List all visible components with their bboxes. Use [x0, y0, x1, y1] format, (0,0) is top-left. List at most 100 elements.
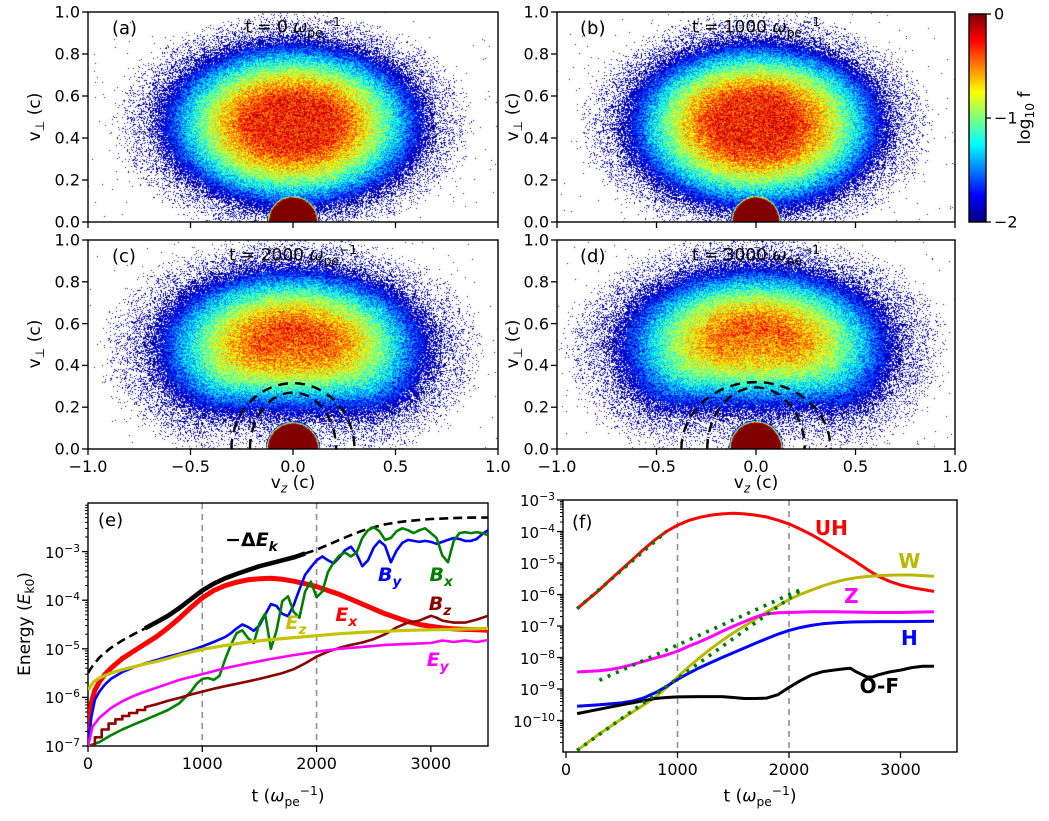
- series-e-Bz: [88, 614, 488, 746]
- a-ytick-label: 1.0: [54, 2, 80, 22]
- f-curve-label-UH: UH: [814, 515, 848, 540]
- c-ytick-label: 0.6: [54, 314, 80, 334]
- c-xtick-label: 0.5: [382, 457, 409, 476]
- time-axis-label-e: t (ωpe−1): [251, 784, 325, 810]
- f-ytick-label: 10−5: [519, 553, 555, 573]
- e-ytick-label: 10−4: [44, 590, 80, 611]
- c-xtick-label: −1.0: [68, 457, 108, 476]
- scatter-panel-b: [557, 12, 955, 222]
- series-e--dEk: [88, 516, 488, 674]
- series-e-Ex: [88, 575, 488, 732]
- a-ytick-label: 0.0: [54, 212, 80, 232]
- f-curve-label-H: H: [901, 625, 918, 650]
- a-ytick-label: 0.8: [54, 44, 80, 64]
- series-e-Ey: [88, 638, 488, 746]
- d-ytick-label: 1.0: [523, 230, 549, 250]
- time-axis-label-f: t (ωpe−1): [723, 784, 797, 810]
- f-curve-label-W: W: [898, 549, 921, 574]
- series-f-O-F: [576, 664, 934, 716]
- f-ytick-label: 10−3: [519, 490, 555, 510]
- c-ytick-label: 0.8: [54, 272, 80, 292]
- series-f-W: [576, 573, 935, 752]
- panel-letter-a: (a): [112, 18, 138, 39]
- panel-letter-d: (d): [580, 246, 606, 267]
- panel-title-d: t = 3000 ωpe−1: [692, 243, 820, 269]
- e-curve-label-E: Ez: [285, 611, 307, 638]
- e-xtick-label: 3000: [410, 754, 452, 773]
- e-curve-label-E: −ΔEk: [225, 528, 278, 555]
- panel-letter-b: (b): [580, 18, 606, 39]
- a-ytick-label: 0.4: [54, 128, 80, 148]
- c-ytick-label: 0.4: [54, 355, 80, 375]
- series-e--dEk-solid: [143, 551, 306, 631]
- f-xtick-label: 3000: [880, 760, 921, 779]
- b-ytick-label: 1.0: [523, 2, 549, 22]
- e-curve-label-B: Bz: [428, 593, 452, 619]
- e-ytick-label: 10−6: [44, 687, 80, 708]
- f-xtick-label: 2000: [768, 760, 810, 779]
- vz-axis-label-c: vz (c): [270, 473, 316, 496]
- b-ytick-label: 0.6: [523, 86, 549, 106]
- panel-letter-f: (f): [572, 512, 593, 533]
- e-xtick-label: 0: [82, 754, 94, 773]
- series-e-By: [88, 529, 488, 746]
- d-xtick-label: 1.0: [942, 457, 968, 476]
- a-ytick-label: 0.6: [54, 86, 80, 106]
- panel-letter-c: (c): [112, 246, 136, 267]
- c-xtick-label: −0.5: [171, 457, 210, 476]
- panel-title-a: t = 0 ωpe−1: [245, 15, 341, 41]
- d-ytick-label: 0.4: [523, 355, 549, 375]
- series-f-H: [576, 619, 935, 708]
- c-xtick-label: 0.0: [280, 457, 306, 476]
- energy-axis-label: Energy (Ek0): [14, 572, 38, 676]
- vperp-axis-label-a: v⊥ (c): [24, 92, 48, 142]
- panel-title-b: t = 1000 ωpe−1: [692, 15, 820, 41]
- b-ytick-label: 0.4: [523, 128, 549, 148]
- f-ytick-label: 10−7: [519, 616, 555, 636]
- e-curve-label-B: By: [378, 563, 402, 590]
- scatter-panel-a: [88, 12, 498, 222]
- e-xtick-label: 1000: [181, 754, 223, 773]
- series-f-fit-UH: [575, 530, 668, 611]
- f-ytick-label: 10−9: [519, 679, 555, 699]
- f-ytick-label: 10−6: [519, 584, 555, 605]
- e-ytick-label: 10−7: [44, 736, 80, 756]
- d-ytick-label: 0.2: [523, 397, 549, 417]
- b-ytick-label: 0.2: [523, 170, 549, 190]
- d-ytick-label: 0.0: [523, 439, 549, 459]
- vz-axis-label-d: vz (c): [733, 473, 779, 496]
- series-e-Ez: [88, 626, 488, 692]
- colorbar-gradient: [969, 14, 986, 222]
- f-xtick-label: 0: [560, 760, 572, 779]
- panel-letter-e: (e): [98, 510, 124, 531]
- d-xtick-label: −0.5: [637, 457, 676, 476]
- vperp-axis-label-d: v⊥ (c): [502, 319, 526, 369]
- e-ytick-label: 10−3: [44, 541, 80, 562]
- b-ytick-label: 0.0: [523, 212, 549, 232]
- colorbar-label: log10 f: [1014, 91, 1038, 145]
- e-xtick-label: 2000: [296, 754, 337, 773]
- colorbar-tick-label: 0: [994, 4, 1005, 24]
- scatter-panel-d: [557, 240, 955, 449]
- d-ytick-label: 0.8: [523, 272, 549, 292]
- c-ytick-label: 0.2: [54, 397, 80, 417]
- series-f-UH: [576, 511, 935, 610]
- f-ytick-label: 10−4: [519, 521, 555, 542]
- c-xtick-label: 1.0: [485, 457, 511, 476]
- e-ytick-label: 10−5: [44, 638, 80, 659]
- scatter-panel-c: [88, 240, 498, 449]
- a-ytick-label: 0.2: [54, 170, 80, 190]
- e-curve-label-B: Bx: [429, 563, 453, 590]
- e-curve-label-E: Ex: [335, 603, 358, 630]
- f-curve-label-Z: Z: [844, 584, 859, 609]
- vperp-axis-label-c: v⊥ (c): [24, 319, 48, 369]
- c-ytick-label: 0.0: [54, 439, 80, 459]
- panel-title-c: t = 2000 ωpe−1: [229, 243, 357, 269]
- series-e-Bx: [88, 526, 488, 746]
- d-xtick-label: 0.0: [743, 457, 769, 476]
- f-curve-label-O-F: O-F: [859, 674, 899, 699]
- series-f-fit-Z: [598, 588, 801, 682]
- d-xtick-label: −1.0: [537, 457, 577, 476]
